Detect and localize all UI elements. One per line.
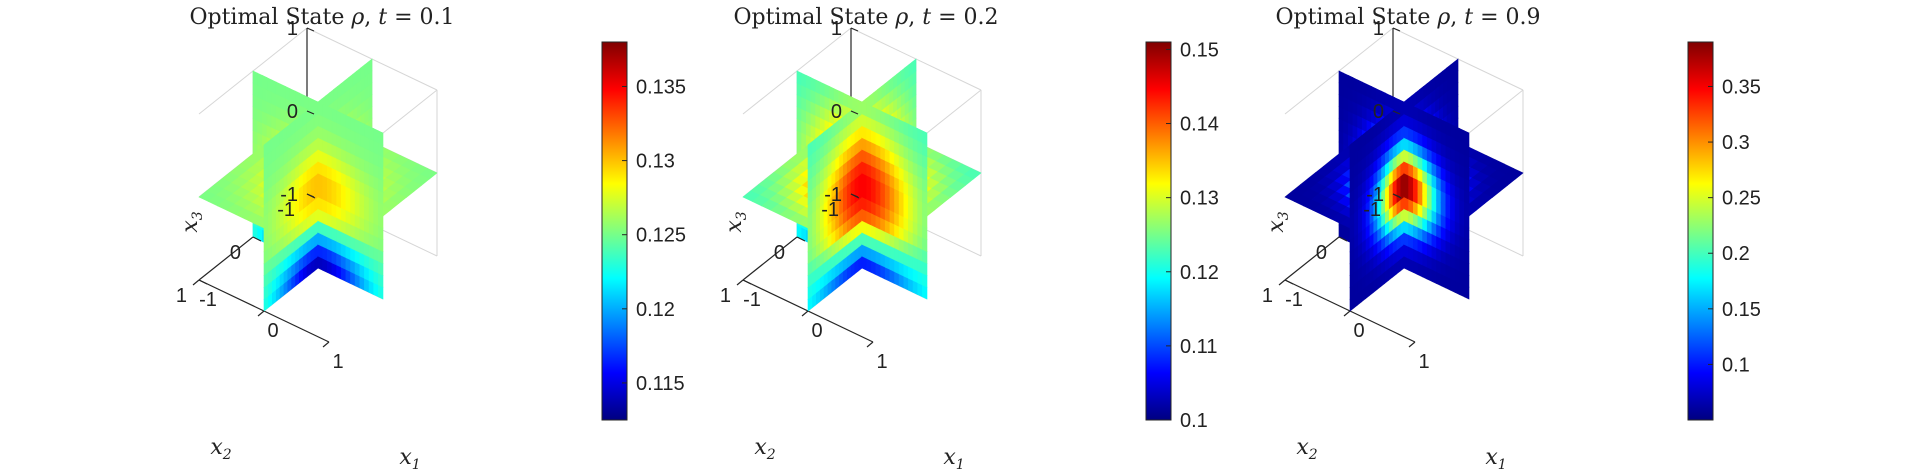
z-axis-label: x3 [1264,211,1292,232]
y-tick-label: 1 [176,285,187,307]
z-axis-label: x3 [722,211,750,232]
colorbar-tick-label: 0.13 [1180,188,1219,210]
x-tick-label: 1 [332,351,343,373]
colorbar [1687,41,1714,421]
y-axis-label: x2 [210,435,231,463]
z-tick-mark [1392,27,1401,32]
z-tick-label: 0 [831,101,842,123]
y-tick-mark [252,236,262,242]
z-tick-mark [1392,110,1401,115]
z-tick-label: -1 [280,184,298,206]
y-tick-mark [1284,279,1294,285]
x-tick-label: 0 [1353,320,1364,342]
chart-panel-2: Optimal State ρ, t = 0.2 -1 0 1 -1 0 1 -1 0 1 x3 x2… [720,5,1219,472]
x-tick-label: 1 [1418,351,1429,373]
colorbar-tick-label: 0.12 [636,299,675,321]
z-tick-mark [850,27,859,32]
y-tick-label: 1 [1262,285,1273,307]
x-tick-mark [1278,279,1286,286]
y-tick-label: 0 [774,242,785,264]
z-tick-label: 1 [831,18,842,40]
slice-x2-front [317,101,384,300]
x-tick-mark [257,310,265,317]
y-tick-mark [1392,193,1402,199]
y-axis-label: x2 [1296,435,1317,463]
chart-title: Optimal State ρ, t = 0.1 [189,5,454,30]
slice-x2-front [861,101,928,300]
y-tick-mark [850,193,860,199]
x-tick-mark [1343,310,1351,317]
z-tick-label: 1 [287,18,298,40]
colorbar [1145,41,1172,421]
colorbar-tick-label: 0.2 [1722,243,1750,265]
colorbar [601,41,628,421]
chart-panel-1: Optimal State ρ, t = 0.1 -1 0 1 -1 0 1 -1 0 1 x3 x2… [176,5,686,472]
z-tick-label: 0 [287,101,298,123]
x-tick-label: -1 [1285,289,1303,311]
y-tick-label: 0 [1316,242,1327,264]
x-tick-label: -1 [743,289,761,311]
y-tick-mark [1338,236,1348,242]
y-tick-mark [198,279,208,285]
z-tick-mark [306,110,315,115]
x-tick-mark [801,310,809,317]
z-tick-label: -1 [1366,184,1384,206]
colorbar-tick-label: 0.15 [1180,39,1219,61]
colorbar-tick-label: 0.15 [1722,299,1761,321]
y-tick-label: -1 [277,199,295,221]
x-tick-mark [736,279,744,286]
z-tick-label: 0 [1373,101,1384,123]
x-tick-mark [322,341,330,348]
colorbar-tick-label: 0.115 [636,373,685,395]
z-tick-label: 1 [1373,18,1384,40]
slice-x1-front [1349,101,1405,312]
x-tick-label: 0 [811,320,822,342]
x-tick-label: 0 [267,320,278,342]
y-tick-label: 0 [230,242,241,264]
z-tick-mark [306,27,315,32]
colorbar-tick-label: 0.125 [636,225,686,247]
x-tick-label: -1 [199,289,217,311]
z-tick-label: -1 [824,184,842,206]
y-axis-label: x2 [754,435,775,463]
x-axis-label: x1 [399,445,420,472]
slice-x2-front [1403,101,1470,300]
x-tick-mark [192,279,200,286]
y-tick-mark [796,236,806,242]
colorbar-tick-label: 0.12 [1180,262,1219,284]
slice-x1-front [263,101,319,312]
slice-x1-front [807,101,863,312]
y-tick-label: -1 [1363,199,1381,221]
x-axis-label: x1 [943,445,964,472]
chart-title: Optimal State ρ, t = 0.2 [733,5,998,30]
colorbar-tick-label: 0.25 [1722,188,1761,210]
z-axis-label: x3 [178,211,206,232]
x-tick-label: 1 [876,351,887,373]
colorbar-tick-label: 0.3 [1722,132,1750,154]
x-tick-mark [1408,341,1416,348]
chart-panel-3: Optimal State ρ, t = 0.9 -1 0 1 -1 0 1 -1 0 1 x3 x2… [1262,5,1761,472]
colorbar-tick-label: 0.35 [1722,76,1761,98]
x-tick-mark [866,341,874,348]
colorbar-tick-label: 0.14 [1180,114,1219,136]
y-tick-mark [306,193,316,199]
y-tick-label: -1 [821,199,839,221]
z-tick-mark [850,110,859,115]
x-axis-label: x1 [1485,445,1506,472]
colorbar-tick-label: 0.1 [1180,410,1208,432]
colorbar-tick-label: 0.135 [636,76,686,98]
y-tick-mark [742,279,752,285]
chart-title: Optimal State ρ, t = 0.9 [1275,5,1540,30]
colorbar-tick-label: 0.13 [636,151,675,173]
colorbar-tick-label: 0.11 [1180,336,1217,358]
y-tick-label: 1 [720,285,731,307]
colorbar-tick-label: 0.1 [1722,354,1750,376]
